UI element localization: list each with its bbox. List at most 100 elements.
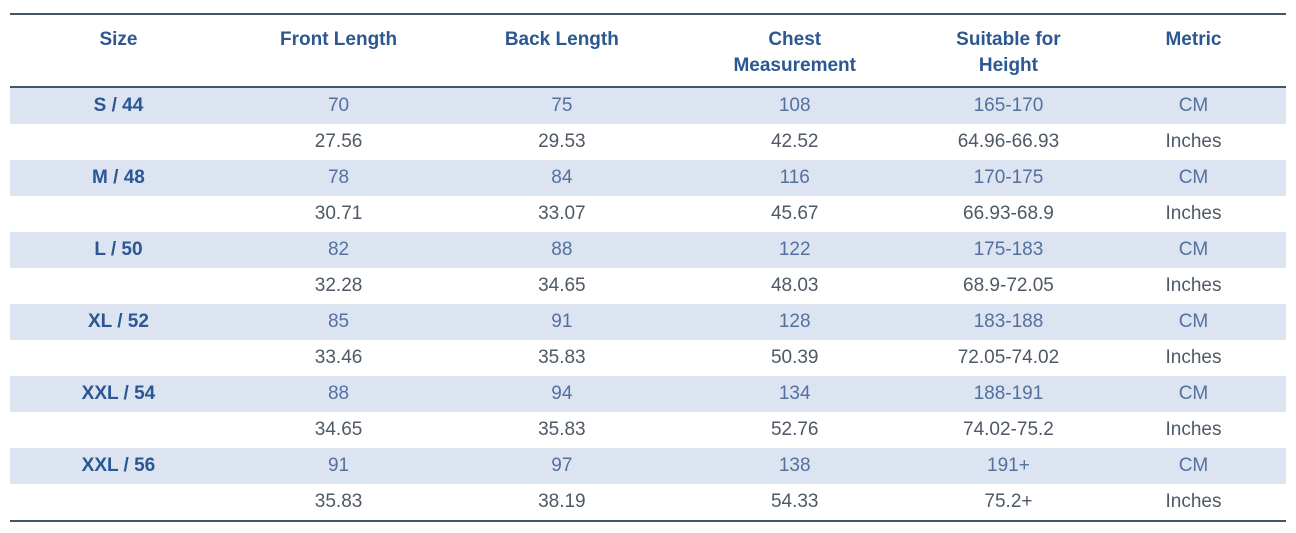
column-header-back-length-label: Back Length — [504, 29, 619, 50]
metric-cell: CM — [1178, 95, 1209, 117]
table-row: 32.28 34.65 48.03 68.9-72.05 Inches — [10, 268, 1286, 305]
chest-cell: 52.76 — [770, 419, 819, 441]
back-length-cell: 88 — [551, 239, 573, 261]
height-cell: 191+ — [987, 455, 1030, 477]
table-row: M / 48 78 84 116 170-175 CM — [10, 160, 1286, 197]
table-row: XXL / 54 88 94 134 188-191 CM — [10, 376, 1286, 413]
back-length-cell: 75 — [551, 95, 573, 117]
chest-cell: 116 — [779, 167, 810, 189]
table-row: XL / 52 85 91 128 183-188 CM — [10, 304, 1286, 341]
column-header-chest-measurement: Chest Measurement — [673, 14, 916, 89]
height-cell: 68.9-72.05 — [963, 275, 1054, 297]
table-row: 34.65 35.83 52.76 74.02-75.2 Inches — [10, 412, 1286, 449]
height-cell: 74.02-75.2 — [963, 419, 1054, 441]
chest-cell: 134 — [778, 383, 811, 405]
size-cell — [10, 412, 227, 448]
front-length-cell: 82 — [327, 239, 350, 261]
front-length-cell: 91 — [327, 455, 350, 477]
metric-cell: Inches — [1165, 347, 1222, 369]
table-header: Size Front Length Back Length Chest Measure… — [10, 14, 1286, 89]
metric-cell: CM — [1178, 383, 1209, 405]
back-length-cell: 33.07 — [538, 203, 586, 225]
metric-cell: CM — [1178, 167, 1209, 189]
back-length-cell: 35.83 — [538, 347, 586, 369]
column-header-suitable-height-label: Suitable for Height — [956, 29, 1061, 76]
metric-cell: Inches — [1165, 203, 1222, 225]
table-row: 35.83 38.19 54.33 75.2+ Inches — [10, 484, 1286, 522]
front-length-cell: 30.71 — [314, 203, 363, 225]
chest-cell: 108 — [778, 95, 811, 117]
metric-cell: Inches — [1165, 491, 1222, 513]
column-header-size: Size — [10, 14, 227, 89]
chest-cell: 138 — [778, 455, 811, 477]
column-header-suitable-height: Suitable for Height — [915, 14, 1101, 89]
size-cell: XXL / 54 — [81, 383, 156, 405]
front-length-cell: 27.56 — [314, 131, 363, 153]
size-cell — [10, 268, 227, 304]
size-cell — [10, 124, 227, 160]
column-header-front-length: Front Length — [226, 14, 451, 89]
height-cell: 66.93-68.9 — [963, 203, 1054, 225]
table-row: 30.71 33.07 45.67 66.93-68.9 Inches — [10, 196, 1286, 233]
back-length-cell: 29.53 — [538, 131, 586, 153]
metric-cell: Inches — [1165, 131, 1222, 153]
height-cell: 75.2+ — [984, 491, 1033, 513]
column-header-back-length: Back Length — [450, 14, 674, 89]
height-cell: 183-188 — [973, 311, 1044, 333]
back-length-cell: 38.19 — [538, 491, 586, 513]
back-length-cell: 94 — [551, 383, 573, 405]
height-cell: 64.96-66.93 — [957, 131, 1060, 153]
metric-cell: Inches — [1165, 419, 1222, 441]
size-cell: XL / 52 — [88, 311, 149, 333]
column-header-size-label: Size — [99, 29, 138, 50]
metric-cell: Inches — [1165, 275, 1222, 297]
size-cell: L / 50 — [94, 239, 143, 261]
size-cell — [10, 196, 227, 232]
size-chart-sheet: Size Front Length Back Length Chest Measure… — [10, 13, 1286, 523]
back-length-cell: 84 — [551, 167, 573, 189]
chest-cell: 42.52 — [770, 131, 819, 153]
column-header-metric-label: Metric — [1165, 29, 1222, 50]
front-length-cell: 85 — [327, 311, 350, 333]
height-cell: 175-183 — [973, 239, 1044, 261]
table-row: 27.56 29.53 42.52 64.96-66.93 Inches — [10, 124, 1286, 161]
back-length-cell: 91 — [551, 311, 573, 333]
front-length-cell: 32.28 — [314, 275, 363, 297]
height-cell: 72.05-74.02 — [957, 347, 1060, 369]
size-cell: XXL / 56 — [81, 455, 156, 477]
front-length-cell: 78 — [327, 167, 350, 189]
column-header-metric: Metric — [1100, 14, 1286, 89]
front-length-cell: 33.46 — [314, 347, 363, 369]
metric-cell: CM — [1178, 239, 1209, 261]
height-cell: 170-175 — [973, 167, 1044, 189]
size-cell: M / 48 — [92, 167, 145, 189]
chest-cell: 50.39 — [770, 347, 819, 369]
front-length-cell: 70 — [327, 95, 350, 117]
column-header-chest-measurement-label: Chest Measurement — [733, 29, 856, 76]
chest-cell: 48.03 — [770, 275, 819, 297]
metric-cell: CM — [1178, 455, 1209, 477]
chest-cell: 45.67 — [770, 203, 819, 225]
column-header-front-length-label: Front Length — [279, 29, 398, 50]
metric-cell: CM — [1178, 311, 1209, 333]
size-chart-table: Size Front Length Back Length Chest Measure… — [10, 13, 1286, 523]
size-cell — [10, 340, 227, 376]
size-cell: S / 44 — [93, 95, 144, 117]
height-cell: 188-191 — [973, 383, 1044, 405]
table-row: S / 44 70 75 108 165-170 CM — [10, 87, 1286, 125]
chest-cell: 122 — [778, 239, 811, 261]
front-length-cell: 88 — [327, 383, 350, 405]
size-cell — [10, 484, 227, 521]
back-length-cell: 35.83 — [538, 419, 586, 441]
chest-cell: 128 — [778, 311, 811, 333]
table-row: L / 50 82 88 122 175-183 CM — [10, 232, 1286, 269]
header-row: Size Front Length Back Length Chest Measure… — [10, 14, 1286, 89]
table-body: S / 44 70 75 108 165-170 CM 27.56 29.53 42.52 64.… — [10, 87, 1286, 522]
table-row: 33.46 35.83 50.39 72.05-74.02 Inches — [10, 340, 1286, 377]
chest-cell: 54.33 — [770, 491, 819, 513]
back-length-cell: 97 — [551, 455, 573, 477]
height-cell: 165-170 — [973, 95, 1044, 117]
front-length-cell: 34.65 — [314, 419, 363, 441]
table-row: XXL / 56 91 97 138 191+ CM — [10, 448, 1286, 485]
back-length-cell: 34.65 — [538, 275, 586, 297]
